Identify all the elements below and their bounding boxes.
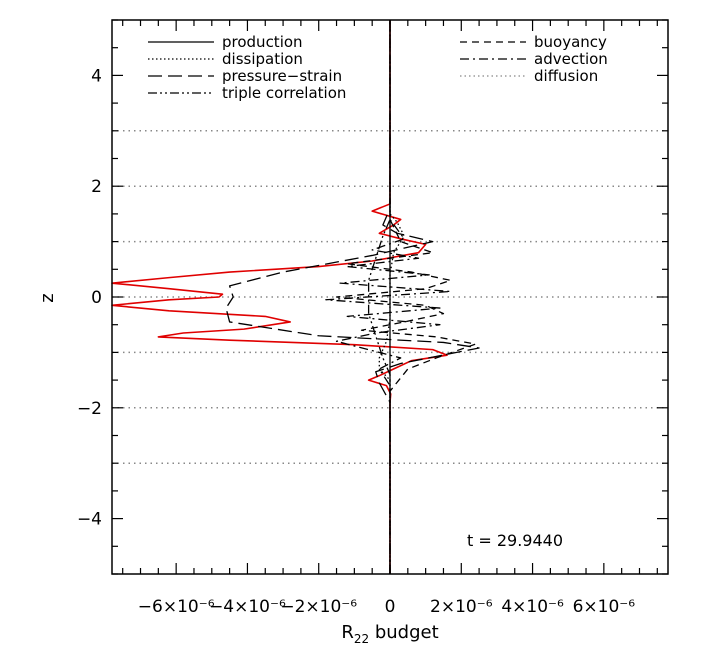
time-annotation: t = 29.9440: [467, 531, 563, 550]
x-tick-label-5: 4×10⁻⁶: [501, 597, 564, 617]
legend-label-5: advection: [534, 50, 608, 68]
data-series: [111, 20, 480, 574]
x-axis-ticks: −6×10⁻⁶−4×10⁻⁶−2×10⁻⁶ 0 2×10⁻⁶ 4×10⁻⁶ 6×10⁻⁶: [122, 20, 658, 617]
series-line-5: [378, 20, 405, 574]
x-tick-label-2: −2×10⁻⁶: [280, 597, 357, 617]
y-tick-label-1: 2: [91, 177, 102, 197]
legend-label-6: diffusion: [534, 67, 598, 85]
legend-label-1: dissipation: [222, 50, 303, 68]
x-tick-label-1: −4×10⁻⁶: [209, 597, 286, 617]
legend-label-3: triple correlation: [222, 84, 346, 102]
x-tick-label-6: 6×10⁻⁶: [573, 597, 636, 617]
x-tick-label-3: 0: [385, 597, 396, 617]
x-tick-label-4: 2×10⁻⁶: [430, 597, 493, 617]
x-axis-label-subscript: 22: [354, 632, 369, 646]
x-tick-label-0: −6×10⁻⁶: [138, 597, 215, 617]
y-tick-label-4: −4: [77, 510, 102, 530]
x-axis-label-main: R: [341, 622, 354, 643]
legend-label-0: production: [222, 33, 303, 51]
series-line-2: [335, 20, 477, 574]
series-line-3: [325, 20, 452, 574]
horizontal-gridlines: [112, 130, 668, 464]
x-axis-label: R22 budget: [341, 622, 438, 646]
y-axis-ticks: 4 2 0 −2 −4: [77, 19, 668, 575]
y-axis-label: z: [37, 293, 58, 302]
legend: productiondissipationpressure−straintrip…: [148, 33, 608, 102]
series-line-4: [367, 20, 391, 574]
y-tick-label-2: 0: [91, 288, 102, 308]
x-axis-label-suffix: budget: [369, 622, 439, 643]
y-tick-label-3: −2: [77, 399, 102, 419]
legend-label-4: buoyancy: [534, 33, 607, 51]
y-tick-label-0: 4: [91, 66, 102, 86]
legend-label-2: pressure−strain: [222, 67, 342, 85]
